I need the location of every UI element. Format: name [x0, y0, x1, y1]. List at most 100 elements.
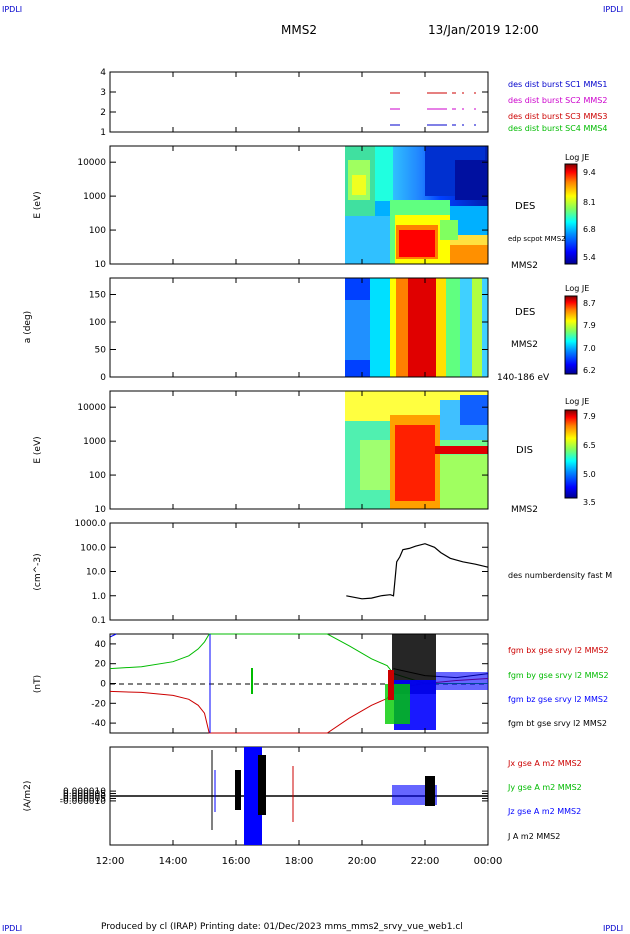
y-tick-label: 10.0: [86, 568, 106, 578]
panel-density: 0.1 1.0 10.0 100.0 1000.0 (cm^-3) des number…: [33, 519, 612, 626]
x-tick-label: 22:00: [411, 856, 440, 867]
burst-markers: [390, 92, 476, 126]
panel-des-pitch: 0 50 100 150 a (deg) DES MMS2 140-186 eV Lo…: [23, 277, 596, 383]
colorbar-tick: 6.2: [583, 366, 596, 375]
y-tick-label: 0.000000: [63, 792, 106, 802]
spectrogram-des-energy: [345, 146, 488, 264]
legend-by: fgm by gse srvy l2 MMS2: [508, 671, 609, 680]
panel-density-yticks: 0.1 1.0 10.0 100.0 1000.0: [75, 519, 488, 626]
y-tick-label: 1: [100, 128, 106, 138]
x-tick-label: 14:00: [159, 856, 188, 867]
ylabel-magnetic: (nT): [33, 675, 43, 693]
legend-burst-sc2: des dist burst SC2 MMS2: [508, 96, 607, 105]
ylabel-des-pitch: a (deg): [23, 311, 33, 343]
colorbar-tick: 8.7: [583, 299, 596, 308]
footer-corner-left: IPDLI: [2, 924, 22, 933]
range-label-des-pitch: 140-186 eV: [497, 373, 550, 383]
legend-density: des numberdensity fast M: [508, 571, 612, 580]
legend-burst-sc3: des dist burst SC3 MMS3: [508, 112, 607, 121]
sublabel-dis-energy: MMS2: [511, 505, 538, 515]
panel-burst-frame: [109, 71, 489, 133]
density-line: [346, 543, 489, 600]
colorbar-des-energy: [564, 163, 578, 265]
sublabel-des-pitch: MMS2: [511, 340, 538, 350]
y-tick-label: 0: [100, 373, 106, 383]
figure-date: 13/Jan/2019 12:00: [428, 23, 539, 37]
y-tick-label: 40: [95, 640, 107, 650]
legend-jx: Jx gse A m2 MMS2: [507, 759, 582, 768]
colorbar-tick: 9.4: [583, 168, 596, 177]
figure-title: MMS2: [281, 23, 317, 37]
y-tick-label: 10: [95, 260, 107, 270]
ylabel-des-energy: E (eV): [33, 191, 43, 218]
y-tick-label: 4: [100, 68, 106, 78]
legend-bz: fgm bz gse srvy l2 MMS2: [508, 695, 608, 704]
y-tick-label: 150: [89, 291, 106, 301]
panel-des-pitch-yticks: 0 50 100 150: [89, 291, 488, 383]
y-tick-label: -0.000005: [60, 794, 106, 804]
x-tick-label: 16:00: [222, 856, 251, 867]
colorbar-title-des-pitch: Log JE: [565, 284, 589, 293]
y-tick-label: 0.000005: [63, 790, 106, 800]
legend-bx: fgm bx gse srvy l2 MMS2: [508, 646, 609, 655]
panel-burst: 1 2 3 4 des dist burst SC1 MMS1 des dist bu…: [100, 68, 607, 138]
y-tick-label: 0: [100, 680, 106, 690]
legend-jz: Jz gse A m2 MMS2: [507, 807, 581, 816]
y-tick-label: -40: [91, 719, 106, 729]
y-tick-label: 3: [100, 88, 106, 98]
colorbar-tick: 7.9: [583, 321, 596, 330]
colorbar-tick: 5.0: [583, 470, 596, 479]
colorbar-tick: 6.5: [583, 441, 596, 450]
sublabel-des-energy: MMS2: [511, 261, 538, 271]
corner-label-left: IPDLI: [2, 5, 22, 14]
panel-burst-yticks: 1 2 3 4: [100, 68, 488, 138]
y-tick-label: 100.0: [80, 543, 106, 553]
panel-magnetic-yticks: -40 -20 0 20 40: [91, 640, 488, 729]
panel-dis-energy: 10 100 1000 10000 E (eV) DIS MMS2 Log JE 7.…: [33, 390, 596, 515]
legend-jy: Jy gse A m2 MMS2: [507, 783, 582, 792]
y-tick-label: 2: [100, 108, 106, 118]
colorbar-tick: 7.0: [583, 344, 596, 353]
y-tick-label: 0.1: [92, 616, 106, 626]
density-series: [346, 543, 489, 600]
y-tick-label: 20: [95, 660, 107, 670]
colorbar-tick: 8.1: [583, 198, 596, 207]
y-tick-label: 0.000010: [63, 787, 106, 797]
panel-des-energy: 10 100 1000 10000 E (eV) DES edp scpot MMS2…: [33, 145, 596, 271]
colorbar-tick: 5.4: [583, 253, 596, 262]
ylabel-dis-energy: E (eV): [33, 436, 43, 463]
panel-density-frame: [109, 522, 489, 621]
y-tick-label: 100: [89, 226, 106, 236]
y-tick-label: 50: [95, 346, 107, 356]
y-tick-label: 10: [95, 505, 107, 515]
y-tick-label: 1000.0: [75, 519, 107, 529]
magnetic-spikes: [209, 634, 488, 733]
colorbar-dis-energy: [564, 409, 578, 499]
legend-burst-sc4: des dist burst SC4 MMS4: [508, 124, 607, 133]
footer-text: Produced by cl (IRAP) Printing date: 01/…: [101, 922, 463, 932]
ylabel-density: (cm^-3): [33, 553, 43, 590]
current-spikes: [211, 747, 437, 845]
spectrogram-des-pitch: [345, 278, 488, 377]
label-des-energy: DES: [515, 201, 535, 212]
y-tick-label: 1.0: [92, 592, 107, 602]
x-tick-label: 18:00: [285, 856, 314, 867]
colorbar-tick: 3.5: [583, 498, 596, 507]
colorbar-tick: 6.8: [583, 225, 596, 234]
label-dis-energy: DIS: [516, 445, 533, 456]
panel-magnetic: -40 -20 0 20 40 (nT) fgm bx gse srvy l2 MMS2…: [33, 633, 609, 734]
x-tick-label: 12:00: [96, 856, 125, 867]
y-tick-label: 100: [89, 471, 106, 481]
colorbar-tick: 7.9: [583, 412, 596, 421]
panel-current: -0.000010-0.0000050.0000000.0000050.0000…: [23, 746, 582, 846]
colorbar-title-dis-energy: Log JE: [565, 397, 589, 406]
corner-label-right: IPDLI: [603, 5, 623, 14]
y-tick-label: 100: [89, 318, 106, 328]
y-tick-label: -0.000010: [60, 797, 106, 807]
label-des-pitch: DES: [515, 307, 535, 318]
colorbar-title-des-energy: Log JE: [565, 153, 589, 162]
overlay-label-scpot: edp scpot MMS2: [508, 235, 566, 243]
ylabel-current: (A/m2): [23, 781, 33, 812]
y-tick-label: -20: [91, 699, 106, 709]
